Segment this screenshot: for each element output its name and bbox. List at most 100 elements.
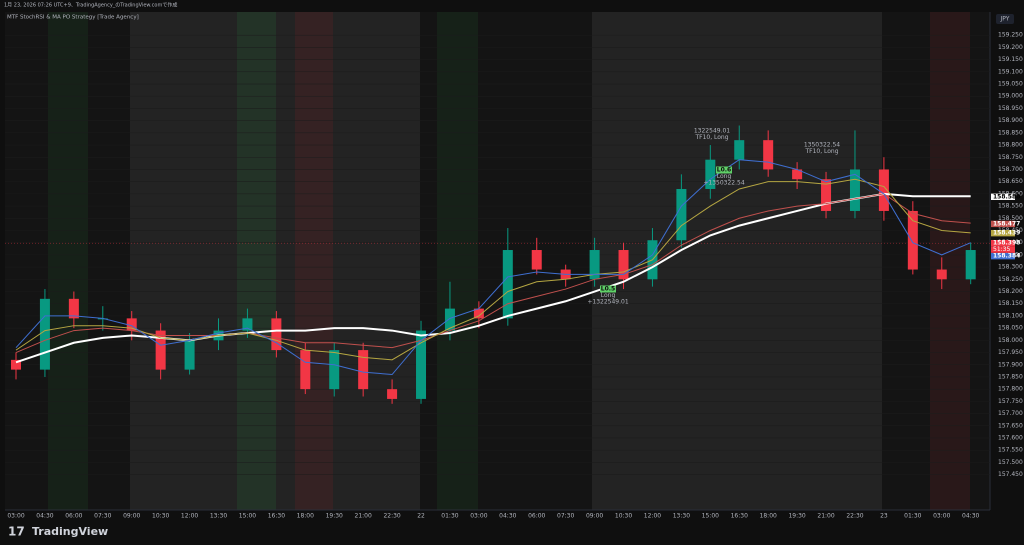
- currency-box[interactable]: [996, 14, 1014, 24]
- x-tick-label: 21:00: [355, 513, 372, 520]
- y-tick-label: 158.950: [998, 105, 1023, 112]
- x-tick-label: 06:00: [65, 513, 82, 520]
- y-tick-label: 158.550: [998, 203, 1023, 210]
- band: [437, 12, 478, 510]
- candle-body: [821, 179, 832, 211]
- candle-body: [676, 188, 687, 241]
- y-tick-label: 159.050: [998, 81, 1023, 88]
- candle-body: [68, 298, 79, 319]
- trade-annotation: +1322549.01: [587, 299, 628, 306]
- y-tick-label: 158.000: [998, 337, 1023, 344]
- y-tick-label: 158.650: [998, 178, 1023, 185]
- candle-body: [878, 169, 889, 211]
- x-tick-label: 12:00: [181, 513, 198, 520]
- x-tick-label: 01:30: [441, 513, 458, 520]
- band: [5, 12, 48, 510]
- band: [237, 12, 276, 510]
- y-tick-label: 159.150: [998, 56, 1023, 63]
- trade-annotation: TF10, Long: [694, 134, 728, 141]
- y-tick-label: 158.700: [998, 166, 1023, 173]
- price-label-box: [991, 239, 1015, 247]
- y-tick-label: 159.000: [998, 93, 1023, 100]
- y-tick-label: 157.800: [998, 386, 1023, 393]
- price-label: 158.398: [993, 240, 1020, 247]
- y-tick-label: 157.600: [998, 434, 1023, 441]
- y-tick-label: 158.750: [998, 154, 1023, 161]
- x-tick-label: 13:30: [210, 513, 227, 520]
- x-tick-label: 04:30: [962, 513, 979, 520]
- candle-body: [473, 308, 484, 319]
- band: [130, 12, 237, 510]
- candle-body: [965, 250, 976, 280]
- x-tick-label: 13:30: [673, 513, 690, 520]
- candle-body: [936, 269, 947, 280]
- candle-body: [907, 210, 918, 270]
- x-tick-label: 09:00: [586, 513, 603, 520]
- y-tick-label: 158.250: [998, 276, 1023, 283]
- candle-body: [531, 250, 542, 270]
- logo-mark: 𝟭𝟳: [8, 525, 25, 539]
- x-tick-label: 10:30: [152, 513, 169, 520]
- band: [420, 12, 437, 510]
- x-tick-label: 15:00: [239, 513, 256, 520]
- x-tick-label: 21:00: [817, 513, 834, 520]
- x-tick-label: 03:00: [7, 513, 24, 520]
- candle-body: [734, 140, 745, 160]
- candle-body: [11, 359, 21, 370]
- y-tick-label: 157.550: [998, 447, 1023, 454]
- candle-body: [792, 169, 803, 180]
- trade-tag: [600, 285, 616, 293]
- candle-body: [502, 250, 513, 319]
- candle-body: [705, 159, 716, 189]
- x-tick-label: 01:30: [904, 513, 921, 520]
- y-tick-label: 158.900: [998, 117, 1023, 124]
- y-tick-label: 157.450: [998, 471, 1023, 478]
- candle-body: [618, 250, 629, 280]
- moving-average: [15, 193, 971, 354]
- x-tick-label: 04:30: [36, 513, 53, 520]
- x-tick-label: 04:30: [499, 513, 516, 520]
- y-tick-label: 158.800: [998, 142, 1023, 149]
- trade-tag: [716, 166, 732, 174]
- currency[interactable]: JPY: [1000, 16, 1010, 23]
- y-tick-label: 158.850: [998, 129, 1023, 136]
- trade-annotation: 1350322.54: [804, 142, 840, 149]
- x-tick-label: 22: [417, 513, 425, 520]
- candle-body: [300, 350, 311, 390]
- y-tick-label: 157.750: [998, 398, 1023, 405]
- y-tick-label: 158.500: [998, 215, 1023, 222]
- x-tick-label: 18:00: [760, 513, 777, 520]
- session-bands: [5, 12, 990, 510]
- y-tick-label: 157.700: [998, 410, 1023, 417]
- band: [276, 12, 295, 510]
- x-tick-label: 19:30: [788, 513, 805, 520]
- x-tick-label: 22:30: [383, 513, 400, 520]
- band: [333, 12, 420, 510]
- price-label-box: [991, 220, 1015, 228]
- trade-annotation: TF10, Long: [804, 148, 838, 155]
- candle-body: [849, 169, 860, 211]
- x-tick-label: 03:00: [470, 513, 487, 520]
- marks: [11, 125, 976, 404]
- price-label: 158.384: [993, 253, 1020, 260]
- x-tick-label: 07:30: [557, 513, 574, 520]
- trade-annotation: +1350322.54: [703, 180, 744, 187]
- brand: TradingView: [32, 525, 108, 538]
- candle-body: [329, 350, 340, 390]
- x-tick-label: 09:00: [123, 513, 140, 520]
- candle-body: [444, 308, 455, 331]
- trade-annotation: Long: [601, 292, 616, 299]
- trade-annotation: L0.6: [717, 167, 731, 174]
- x-tick-label: 16:30: [731, 513, 748, 520]
- x-tick-label: 23: [880, 513, 888, 520]
- candle-body: [184, 340, 195, 370]
- x-tick-label: 03:00: [933, 513, 950, 520]
- price-label-box: [991, 229, 1015, 237]
- price-label: 158.477: [993, 220, 1020, 227]
- labels: 157.450 157.500 157.550 157.600 157.650 157.7…: [7, 32, 1023, 520]
- candle-body: [155, 330, 166, 370]
- candle-body: [358, 350, 369, 390]
- candle-body: [242, 318, 253, 331]
- band: [592, 12, 882, 510]
